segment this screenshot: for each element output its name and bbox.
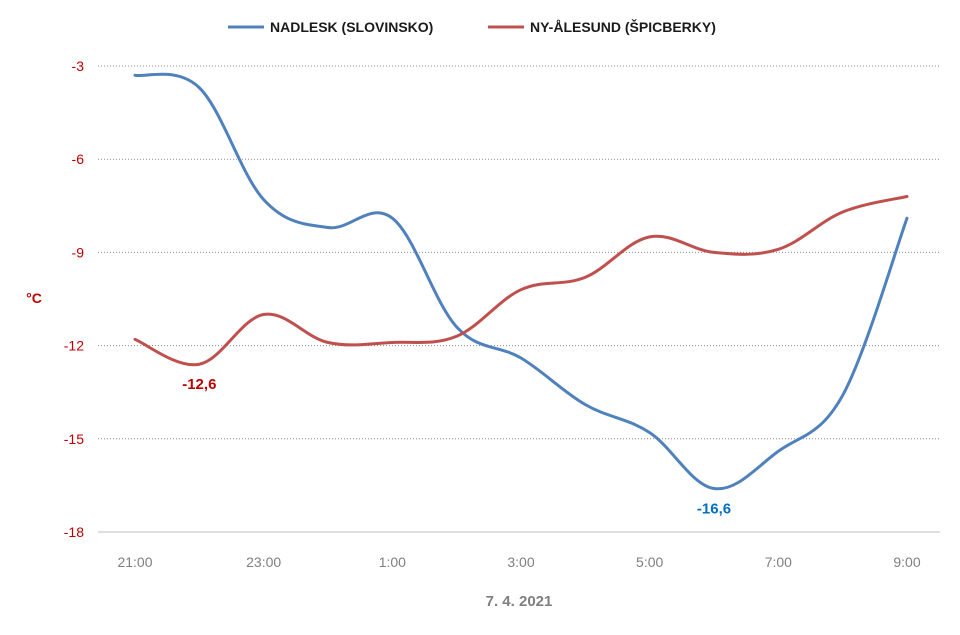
x-tick-label: 1:00 — [379, 554, 406, 570]
data-label-0: -16,6 — [697, 501, 731, 518]
legend-label-ny-alesund: NY-ÅLESUND (ŠPICBERKY) — [530, 18, 716, 35]
legend: NADLESK (SLOVINSKO) NY-ÅLESUND (ŠPICBERK… — [228, 18, 716, 35]
x-tick-label: 9:00 — [893, 554, 920, 570]
x-tick-label: 7:00 — [765, 554, 792, 570]
x-tick-label: 23:00 — [246, 554, 281, 570]
legend-label-nadlesk: NADLESK (SLOVINSKO) — [270, 19, 433, 35]
y-tick-label: -15 — [64, 431, 84, 447]
series-line-0 — [133, 72, 909, 491]
y-tick-label: -3 — [72, 58, 85, 74]
y-tick-label: -12 — [64, 338, 84, 354]
series-line-1 — [133, 194, 909, 367]
y-tick-label: -9 — [72, 244, 85, 260]
y-tick-label: -6 — [72, 151, 85, 167]
y-tick-label: -18 — [64, 524, 84, 540]
x-axis-label: 7. 4. 2021 — [486, 593, 553, 610]
y-axis-ticks: -3 -6 -9 -12 -15 -18 — [64, 58, 84, 540]
x-tick-label: 5:00 — [636, 554, 663, 570]
x-tick-label: 3:00 — [507, 554, 534, 570]
x-axis-ticks: 21:00 23:00 1:00 3:00 5:00 7:00 9:00 — [117, 554, 920, 570]
data-labels: -16,6 -12,6 — [182, 376, 731, 517]
gridlines — [98, 65, 940, 440]
series-lines — [133, 72, 909, 491]
x-tick-label: 21:00 — [117, 554, 152, 570]
y-axis-label: °C — [26, 290, 42, 306]
data-label-1: -12,6 — [182, 376, 216, 393]
